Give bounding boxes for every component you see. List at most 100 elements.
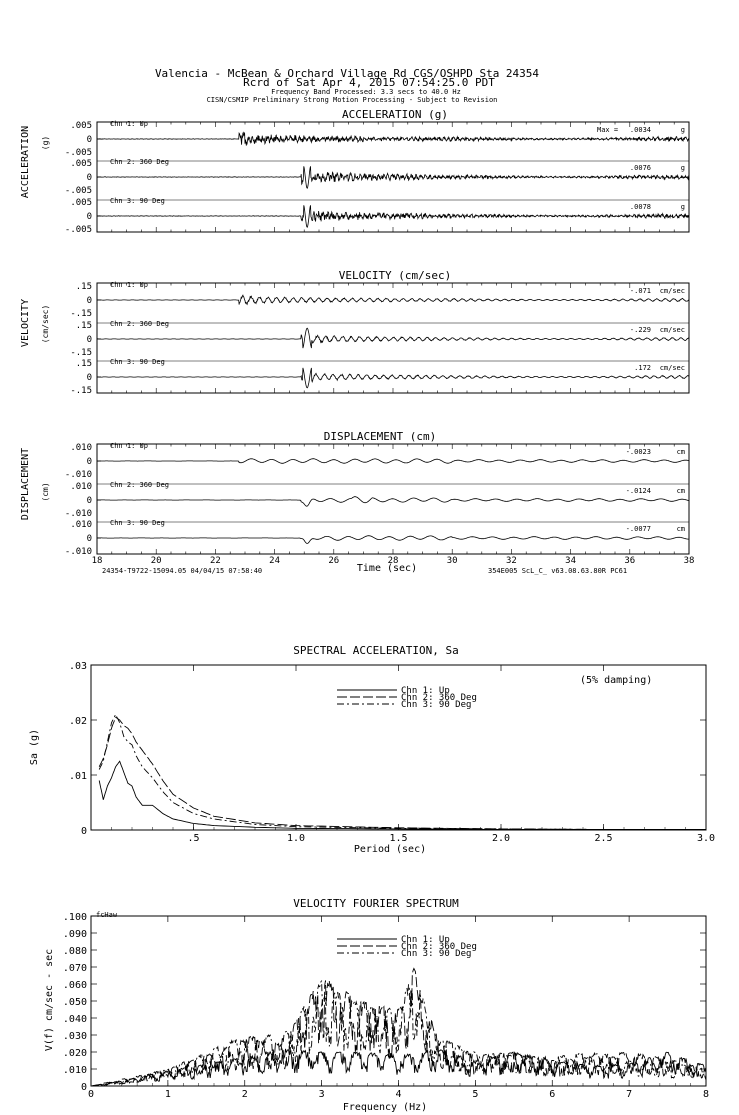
fs-ylabel: V(f) cm/sec - sec xyxy=(44,949,55,1051)
velocity-yunit: (cm/sec) xyxy=(41,305,50,344)
sa-damping-note: (5% damping) xyxy=(580,675,652,686)
acc-waveform xyxy=(97,131,690,146)
fourier-spectrum-panel: VELOCITY FOURIER SPECTRUM V(f) cm/sec - … xyxy=(44,897,709,1113)
vel-ytick-label: .15 xyxy=(76,282,92,292)
vel-ytick-label: 0 xyxy=(87,296,92,306)
fs-ytick-label: .070 xyxy=(63,963,87,974)
fs-xlabel: Frequency (Hz) xyxy=(343,1102,427,1113)
sa-ytick-label: .03 xyxy=(69,661,87,672)
footer-processing-id: 354E005 ScL_C_ v63.08.63.80R PC61 xyxy=(488,567,627,575)
acc-waveform xyxy=(96,205,690,228)
vel-ytick-label: 0 xyxy=(87,335,92,345)
fs-xtick-label: 1 xyxy=(165,1089,171,1100)
sa-title: SPECTRAL ACCELERATION, Sa xyxy=(293,644,459,657)
acc-ytick-label: -.005 xyxy=(65,148,92,158)
fs-ytick-label: .030 xyxy=(63,1031,87,1042)
disp-waveform xyxy=(97,496,690,507)
vel-ytick-label: -.15 xyxy=(70,309,92,319)
time-tick-label: 24 xyxy=(269,556,280,566)
fs-xtick-label: 3 xyxy=(319,1089,325,1100)
velocity-title: VELOCITY (cm/sec) xyxy=(339,269,452,282)
disp-ytick-label: .010 xyxy=(70,520,92,530)
sa-ytick-label: .01 xyxy=(69,771,87,782)
disp-channel-label: Chn 2: 360 Deg xyxy=(110,481,169,489)
fs-ytick-label: 0 xyxy=(81,1082,87,1093)
vel-ytick-label: -.15 xyxy=(70,348,92,358)
acc-ytick-label: 0 xyxy=(87,212,92,222)
time-tick-label: 28 xyxy=(388,556,399,566)
time-tick-label: 38 xyxy=(684,556,695,566)
vel-waveform xyxy=(97,327,690,349)
vel-peak-value: -.229 xyxy=(630,326,651,334)
disp-peak-unit: cm xyxy=(677,525,685,533)
fs-series-line xyxy=(90,967,707,1087)
vel-ytick-label: -.15 xyxy=(70,386,92,396)
acceleration-panel: ACCELERATION (g) ACCELERATION (g) .005 0 -… xyxy=(20,108,690,235)
acc-ytick-label: .005 xyxy=(70,121,92,131)
header-station: Valencia - McBean & Orchard Village Rd C… xyxy=(155,67,539,80)
fs-ytick-label: .060 xyxy=(63,980,87,991)
velocity-ylabel: VELOCITY xyxy=(20,299,31,347)
acceleration-title: ACCELERATION (g) xyxy=(342,108,448,121)
vel-peak-value: -.071 xyxy=(630,287,651,295)
vel-ytick-label: .15 xyxy=(76,359,92,369)
acc-peak-unit: g xyxy=(681,203,685,211)
header-band: Frequency Band Processed: 3.3 secs to 40… xyxy=(271,88,461,96)
fs-xtick-label: 0 xyxy=(88,1089,94,1100)
fs-xtick-label: 8 xyxy=(703,1089,709,1100)
time-axis-ticks: 18 20 22 24 26 28 30 32 34 36 38 xyxy=(92,556,695,566)
sa-xtick-label: 2.5 xyxy=(594,833,612,844)
sa-legend-label: Chn 3: 90 Deg xyxy=(401,700,471,710)
sa-xtick-label: 2.0 xyxy=(492,833,510,844)
acc-peak-unit: g xyxy=(681,164,685,172)
time-tick-label: 26 xyxy=(328,556,339,566)
fs-corner-note: fcHaw xyxy=(96,911,118,919)
acc-ytick-label: .005 xyxy=(70,159,92,169)
footer-record-id: 24354-T9722-15094.05 04/04/15 07:58:40 xyxy=(102,567,262,575)
sa-xlabel: Period (sec) xyxy=(354,844,426,855)
sa-series-line xyxy=(98,716,706,830)
acc-ytick-label: -.005 xyxy=(65,186,92,196)
displacement-title: DISPLACEMENT (cm) xyxy=(324,430,437,443)
disp-peak-value: -.0124 xyxy=(626,487,651,495)
acc-channel-label: Chn 2: 360 Deg xyxy=(110,158,169,166)
vel-channel-label: Chn 1: Up xyxy=(110,281,148,289)
fs-xtick-label: 4 xyxy=(395,1089,401,1100)
vel-peak-value: .172 xyxy=(634,364,651,372)
acc-channel-label: Chn 3: 90 Deg xyxy=(110,197,165,205)
disp-peak-value: -.0077 xyxy=(626,525,651,533)
fs-ytick-label: .090 xyxy=(63,929,87,940)
fs-xtick-label: 7 xyxy=(626,1089,632,1100)
disp-peak-unit: cm xyxy=(677,487,685,495)
fs-xtick-label: 5 xyxy=(472,1089,478,1100)
disp-ytick-label: .010 xyxy=(70,482,92,492)
time-tick-label: 20 xyxy=(151,556,162,566)
fs-ytick-label: .050 xyxy=(63,997,87,1008)
max-prefix-label: Max = xyxy=(597,126,618,134)
sa-series-line xyxy=(98,713,706,830)
fs-legend-label: Chn 1: Up xyxy=(401,935,450,945)
time-tick-label: 18 xyxy=(92,556,103,566)
velocity-panel: VELOCITY (cm/sec) VELOCITY (cm/sec) .15 0… xyxy=(20,269,690,396)
acc-peak-value: .0078 xyxy=(630,203,651,211)
disp-ytick-label: .010 xyxy=(70,443,92,453)
disp-ytick-label: 0 xyxy=(87,534,92,544)
header-record: Rcrd of Sat Apr 4, 2015 07:54:25.0 PDT xyxy=(243,76,495,89)
disp-channel-label: Chn 3: 90 Deg xyxy=(110,519,165,527)
fs-ytick-label: .080 xyxy=(63,946,87,957)
fs-xtick-label: 6 xyxy=(549,1089,555,1100)
disp-ytick-label: -.010 xyxy=(65,509,92,519)
time-tick-label: 36 xyxy=(624,556,635,566)
sa-series-line xyxy=(98,760,706,830)
sa-frame xyxy=(90,664,707,831)
time-tick-label: 22 xyxy=(210,556,221,566)
fs-title: VELOCITY FOURIER SPECTRUM xyxy=(293,897,459,910)
disp-ytick-label: -.010 xyxy=(65,470,92,480)
fs-legend-label: Chn 2: 360 Deg xyxy=(401,942,477,952)
fs-ytick-label: .020 xyxy=(63,1048,87,1059)
fs-series-line xyxy=(90,1048,707,1087)
fs-legend-label: Chn 3: 90 Deg xyxy=(401,949,471,959)
time-tick-label: 34 xyxy=(565,556,576,566)
acceleration-yunit: (g) xyxy=(41,136,50,150)
